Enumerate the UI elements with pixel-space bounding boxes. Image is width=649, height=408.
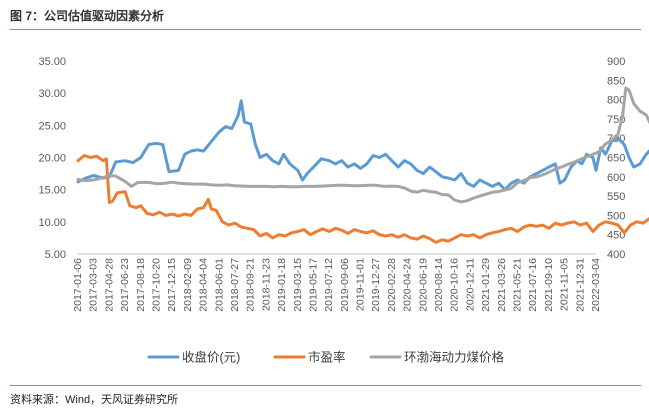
- left-y-tick-label: 15.00: [38, 185, 66, 197]
- x-tick-label: 2017-12-15: [166, 258, 178, 312]
- x-tick-label: 2019-03-15: [292, 258, 304, 312]
- x-tick-label: 2017-06-23: [119, 258, 131, 312]
- left-y-tick-label: 25.00: [38, 120, 66, 132]
- x-tick-label: 2021-05-21: [512, 258, 524, 312]
- right-y-tick-label: 450: [607, 230, 625, 242]
- x-tick-label: 2017-01-06: [72, 258, 84, 312]
- x-tick-label: 2017-10-20: [150, 258, 162, 312]
- series-line-1: [76, 99, 649, 192]
- x-tick-label: 2021-07-16: [527, 258, 539, 312]
- legend-label: 环渤海动力煤价格: [404, 350, 505, 365]
- x-tick-label: 2018-07-27: [229, 258, 241, 312]
- left-axis-labels: 35.00 30.00 25.00 20.00 15.00 10.00 5.00: [38, 56, 66, 261]
- chart-legend: 收盘价(元) 市盈率 环渤海动力煤价格: [147, 350, 505, 365]
- left-y-tick-label: 35.00: [38, 56, 66, 68]
- left-y-tick-label: 30.00: [38, 88, 66, 100]
- x-tick-label: 2019-11-01: [355, 258, 367, 311]
- figure-title: 图 7：公司估值驱动因素分析: [10, 9, 165, 23]
- x-tick-label: 2017-08-18: [135, 258, 147, 312]
- x-tick-label: 2017-04-28: [103, 258, 115, 312]
- right-y-tick-label: 850: [607, 75, 625, 87]
- series-line-3: [76, 86, 649, 204]
- x-tick-label: 2018-06-01: [213, 258, 225, 312]
- title-underline: [10, 29, 641, 30]
- x-tick-label: 2019-07-12: [323, 258, 335, 312]
- right-y-tick-label: 800: [607, 95, 625, 107]
- series-lines: [76, 86, 649, 244]
- x-tick-label: 2019-01-18: [276, 258, 288, 312]
- x-tick-label: 2020-12-11: [464, 258, 476, 311]
- x-tick-label: 2018-04-04: [198, 258, 210, 312]
- x-tick-label: 2018-02-09: [182, 258, 194, 312]
- source-rule: [10, 385, 641, 386]
- x-axis-tick-labels: 2017-01-06 2017-03-03 2017-04-28 2017-06-23…: [72, 258, 602, 312]
- x-tick-label: 2018-11-23: [260, 258, 272, 311]
- x-tick-label: 2020-10-16: [449, 258, 461, 312]
- x-tick-label: 2019-09-06: [339, 258, 351, 312]
- right-y-tick-label: 900: [607, 56, 625, 68]
- right-y-tick-label: 650: [607, 153, 625, 165]
- legend-label: 收盘价(元): [182, 350, 240, 365]
- series-line-2: [76, 154, 649, 244]
- x-tick-label: 2019-12-27: [370, 258, 382, 312]
- x-tick-label: 2020-02-28: [386, 258, 398, 312]
- left-y-tick-label: 10.00: [38, 217, 66, 229]
- right-y-tick-label: 400: [607, 249, 625, 261]
- x-tick-label: 2021-01-29: [480, 258, 492, 312]
- x-tick-label: 2019-05-17: [307, 258, 319, 312]
- right-y-tick-label: 600: [607, 172, 625, 184]
- right-y-tick-label: 500: [607, 210, 625, 222]
- left-y-tick-label: 20.00: [38, 153, 66, 165]
- legend-label: 市盈率: [308, 350, 346, 365]
- x-tick-label: 2021-09-10: [543, 258, 555, 312]
- x-tick-label: 2021-03-26: [496, 258, 508, 312]
- x-tick-label: 2020-04-24: [402, 258, 414, 312]
- x-tick-label: 2021-12-31: [574, 258, 586, 312]
- x-tick-label: 2022-03-04: [590, 258, 602, 312]
- x-tick-label: 2020-08-14: [433, 258, 445, 312]
- x-tick-label: 2018-09-21: [245, 258, 257, 312]
- x-tick-label: 2020-06-19: [417, 258, 429, 312]
- right-y-tick-label: 550: [607, 191, 625, 203]
- source-note: 资料来源：Wind，天风证券研究所: [10, 394, 179, 406]
- x-tick-label: 2021-11-05: [559, 258, 571, 311]
- left-y-tick-label: 5.00: [45, 249, 66, 261]
- x-tick-label: 2017-03-03: [88, 258, 100, 312]
